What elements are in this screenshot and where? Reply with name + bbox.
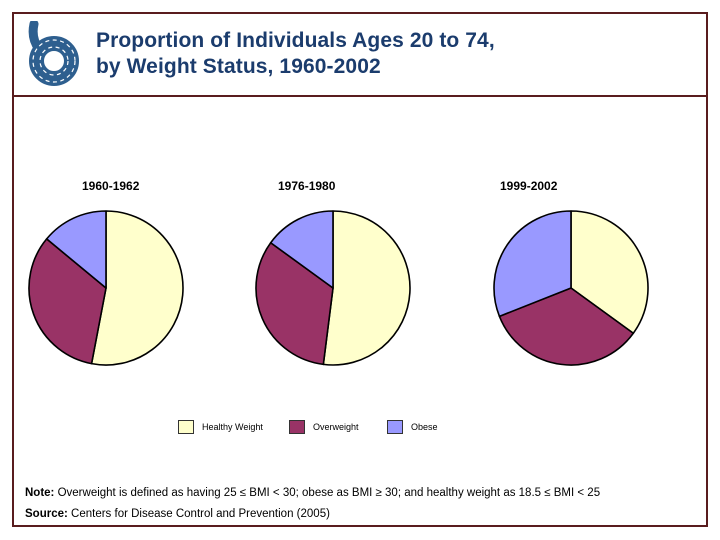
- page-title-line2: by Weight Status, 1960-2002: [96, 55, 381, 78]
- pie-chart: [255, 210, 411, 366]
- legend-swatch: [178, 420, 194, 434]
- logo: [21, 19, 79, 87]
- pie-title: 1976-1980: [278, 179, 336, 193]
- legend-item-obese: Obese: [387, 420, 438, 434]
- pie-chart: [493, 210, 649, 366]
- legend-item-healthy-weight: Healthy Weight: [178, 420, 263, 434]
- page-border: [12, 12, 708, 527]
- pie-slice-healthy-weight: [90, 210, 184, 366]
- pie-slice-obese: [45, 210, 107, 289]
- pie-slice-healthy-weight: [322, 210, 411, 366]
- legend-label: Healthy Weight: [202, 422, 263, 432]
- note-body: Overweight is defined as having 25 ≤ BMI…: [57, 487, 601, 499]
- source-text: Source: Centers for Disease Control and …: [25, 508, 330, 520]
- pie-slice-healthy-weight: [570, 210, 649, 335]
- pie-slice-overweight: [28, 238, 107, 365]
- title-divider: [12, 95, 708, 97]
- legend-swatch: [289, 420, 305, 434]
- pie-title: 1960-1962: [82, 179, 140, 193]
- page-title: Proportion of Individuals Ages 20 to 74,…: [96, 28, 495, 80]
- page-title-line1: Proportion of Individuals Ages 20 to 74,: [96, 29, 495, 52]
- pie-slice-obese: [493, 210, 572, 318]
- pie-slice-overweight: [498, 287, 635, 366]
- pie-slice-obese: [269, 210, 334, 289]
- source-body: Centers for Disease Control and Preventi…: [71, 508, 330, 520]
- logo-b-icon: [28, 19, 79, 86]
- note-label: Note:: [25, 487, 55, 499]
- legend-swatch: [387, 420, 403, 434]
- source-label: Source:: [25, 508, 68, 520]
- pie-title: 1999-2002: [500, 179, 558, 193]
- pie-slice-overweight: [255, 241, 334, 366]
- legend-item-overweight: Overweight: [289, 420, 359, 434]
- pie-chart: [28, 210, 184, 366]
- legend-label: Overweight: [313, 422, 359, 432]
- note-text: Note: Overweight is defined as having 25…: [25, 487, 600, 499]
- legend-label: Obese: [411, 422, 438, 432]
